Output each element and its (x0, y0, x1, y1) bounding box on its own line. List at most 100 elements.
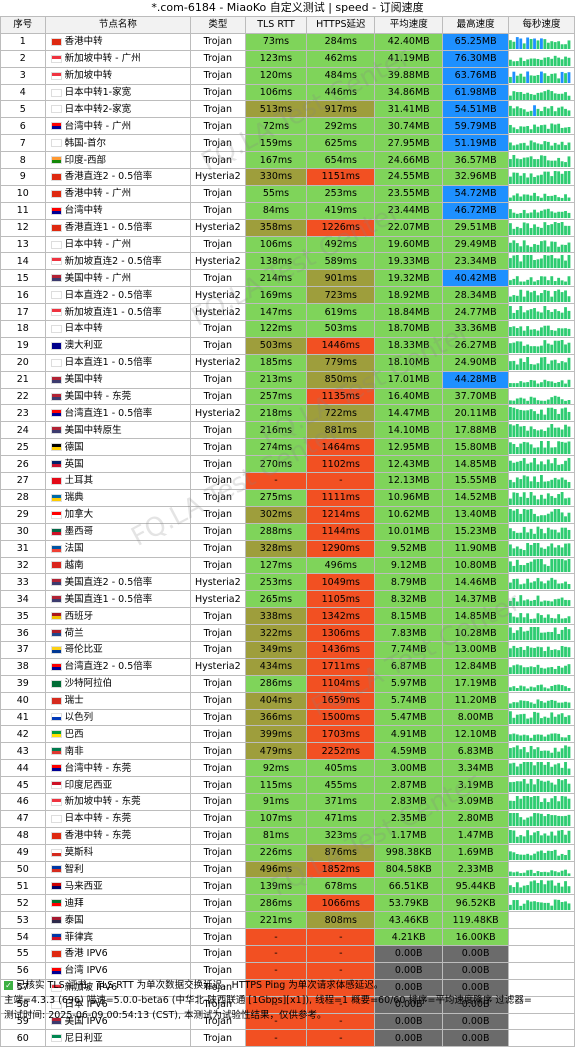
speed-bar (536, 383, 540, 387)
speed-bar (533, 784, 537, 793)
speed-bar (543, 872, 547, 877)
speed-bar (546, 42, 550, 49)
speed-bar (553, 618, 557, 624)
node-type: Trojan (190, 117, 246, 136)
speed-bar (553, 649, 557, 657)
speed-bar (515, 701, 519, 708)
speed-bar (546, 142, 550, 151)
speed-bar (546, 160, 550, 168)
per-second-sparkline (508, 438, 575, 457)
speed-bar (533, 124, 537, 134)
table-row: 32 越南 Trojan 127ms 496ms 9.12MB 10.80MB (0, 556, 575, 575)
footer-line-2: 主端=4.3.3 (696) 喵速=5.0.0-beta6 (中华北-陕西联通 … (4, 995, 532, 1006)
speed-bar (550, 712, 554, 725)
row-index: 48 (0, 826, 46, 845)
speed-bar (543, 498, 547, 505)
speed-bar (550, 276, 554, 286)
speed-bar (512, 60, 516, 66)
speed-bar (512, 900, 516, 911)
speed-bar (540, 528, 543, 539)
flag-icon (50, 308, 62, 317)
tls-rtt: 72ms (244, 117, 308, 136)
speed-bar (515, 734, 519, 742)
speed-bar (553, 899, 557, 911)
speed-bar (526, 476, 530, 488)
speed-bar (564, 56, 568, 66)
speed-bar (536, 883, 540, 894)
flag-icon (50, 764, 62, 773)
speed-bar (557, 340, 561, 353)
avg-speed: 5.74MB (374, 691, 444, 710)
max-speed: 3.19MB (442, 776, 510, 794)
table-row: 48 香港中转 - 东莞 Trojan 81ms 323ms 1.17MB 1.47MB (0, 826, 575, 845)
speed-bar (536, 226, 540, 235)
node-name: 莫斯科 (44, 843, 192, 862)
node-name-label: 美国中转 - 广州 (64, 272, 132, 284)
flag-icon (50, 679, 62, 688)
node-type: Trojan (190, 742, 246, 761)
row-index: 50 (0, 860, 46, 879)
speed-bar (515, 242, 519, 252)
speed-bar (533, 75, 537, 83)
tls-rtt: 214ms (244, 269, 308, 288)
node-name: 菲律宾 (44, 928, 192, 946)
speed-bar (560, 546, 564, 556)
speed-bar (557, 714, 561, 725)
speed-bar (543, 464, 547, 472)
speed-bar (526, 700, 530, 708)
speed-bar (512, 228, 516, 235)
node-name: 新加坡直连2 - 0.5倍率 (44, 252, 192, 271)
https-latency: 1111ms (306, 488, 376, 507)
speed-bar (515, 508, 519, 522)
speed-bar (509, 527, 512, 539)
speed-bar (560, 737, 564, 742)
speed-bar (557, 108, 561, 117)
https-latency: 1852ms (306, 860, 376, 879)
speed-bar (522, 239, 526, 252)
node-type: Trojan (190, 708, 246, 727)
table-row: 40 瑞士 Trojan 404ms 1659ms 5.74MB 11.20MB (0, 691, 575, 710)
avg-speed: 23.44MB (374, 201, 444, 220)
speed-bar (509, 242, 512, 252)
speed-bar (519, 834, 523, 843)
node-name: 日本中转1-家宽 (44, 83, 192, 102)
speed-bar (546, 545, 550, 556)
speed-bar (557, 222, 561, 235)
node-name-label: 美国直连2 - 0.5倍率 (64, 576, 153, 588)
speed-bar (519, 196, 523, 201)
speed-bar (567, 849, 571, 860)
speed-bar (519, 565, 523, 573)
tls-rtt: 167ms (244, 151, 308, 170)
speed-bar (536, 613, 540, 624)
per-second-sparkline (508, 776, 575, 794)
speed-bar (529, 528, 533, 539)
speed-bar (526, 817, 530, 826)
max-speed: 6.83MB (442, 742, 510, 761)
node-name-label: 日本 IPV6 (64, 999, 108, 1011)
max-speed: 61.98MB (442, 83, 510, 102)
speed-bar (564, 162, 568, 168)
node-name-label: 韩国-首尔 (64, 137, 107, 149)
speed-bar (557, 830, 561, 843)
speed-bar (540, 441, 543, 455)
https-latency: - (306, 944, 376, 963)
node-name: 日本中转2-家宽 (44, 100, 192, 119)
speed-bar (529, 701, 533, 708)
avg-speed: 8.15MB (374, 607, 444, 626)
speed-bar (550, 106, 554, 117)
speed-bar (526, 613, 530, 624)
speed-bar (519, 443, 523, 455)
table-row: 47 日本中转 - 东莞 Trojan 107ms 471ms 2.35MB 2.80MB (0, 809, 575, 828)
avg-speed: 6.87MB (374, 657, 444, 676)
speed-bar (522, 631, 526, 640)
tls-rtt: 257ms (244, 387, 308, 406)
avg-speed: 19.32MB (374, 269, 444, 288)
speed-bar (543, 532, 547, 539)
speed-bar (564, 425, 568, 438)
speed-bar (536, 813, 540, 826)
speed-bar (550, 632, 554, 640)
speed-bar (560, 312, 564, 320)
speed-bar (522, 508, 526, 522)
speed-bar (519, 261, 523, 269)
speed-bar (546, 195, 550, 201)
